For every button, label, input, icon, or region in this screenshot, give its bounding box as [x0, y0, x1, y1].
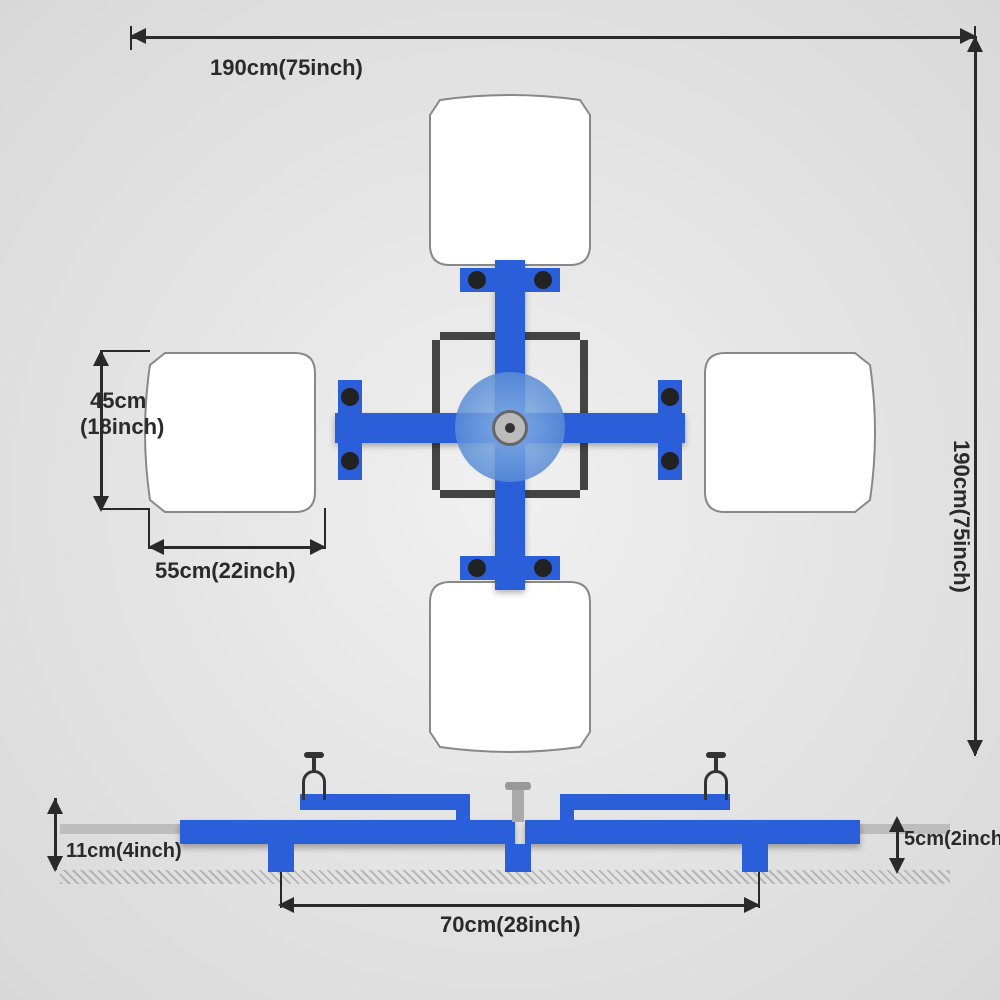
arrow-icon: [889, 858, 905, 874]
dimension-diagram: 190cm(75inch) 190cm(75inch) 45: [0, 0, 1000, 1000]
clamp-handle: [706, 752, 726, 758]
side-base-right: [525, 820, 860, 844]
platen-top: [420, 90, 600, 275]
arrow-icon: [967, 740, 983, 756]
dim-platen-width: 55cm(22inch): [155, 558, 296, 584]
arrow-icon: [130, 28, 146, 44]
knob-icon: [341, 452, 359, 470]
dim-overall-height: 190cm(75inch): [948, 440, 974, 593]
ground-hatch: [60, 870, 950, 884]
arrow-icon: [967, 36, 983, 52]
platen-right: [695, 345, 880, 520]
arrow-icon: [889, 816, 905, 832]
ext-line: [758, 872, 760, 908]
knob-icon: [661, 388, 679, 406]
clamp-handle: [304, 752, 324, 758]
ext-line: [280, 872, 282, 908]
leg: [742, 844, 768, 872]
center-post: [512, 788, 524, 822]
knob-icon: [661, 452, 679, 470]
leg: [268, 844, 294, 872]
ext-line: [130, 26, 132, 50]
clamp-right: [704, 770, 728, 800]
arrow-icon: [148, 539, 164, 555]
knob-icon: [468, 271, 486, 289]
side-base-left: [180, 820, 515, 844]
dim-line-top: [130, 36, 976, 39]
clamp-screw: [714, 756, 718, 772]
riser: [456, 808, 470, 822]
leg: [505, 844, 531, 872]
knob-icon: [534, 271, 552, 289]
knob-icon: [341, 388, 359, 406]
dim-side-11cm: 11cm(4inch): [66, 840, 182, 863]
center-cap: [505, 782, 531, 790]
dim-platen-height: 45cm: [90, 388, 146, 414]
dim-side-5cm: 5cm(2inch): [904, 828, 1000, 851]
arrow-icon: [47, 798, 63, 814]
dim-platen-height-sub: (18inch): [80, 414, 164, 440]
arrow-icon: [93, 350, 109, 366]
ext-line: [324, 508, 326, 548]
arrow-icon: [47, 856, 63, 872]
riser: [560, 808, 574, 822]
side-rail-left: [60, 824, 195, 834]
knob-icon: [534, 559, 552, 577]
platen-left: [140, 345, 325, 520]
ext-line: [148, 508, 150, 548]
hub-bolt: [505, 423, 515, 433]
dim-overall-width: 190cm(75inch): [210, 55, 363, 81]
clamp-left: [302, 770, 326, 800]
dim-line-platen-w: [148, 546, 326, 549]
dim-line-70cm: [280, 904, 758, 907]
platen-bottom: [420, 572, 600, 757]
clamp-screw: [312, 756, 316, 772]
ext-line: [100, 508, 150, 510]
dim-line-right: [974, 36, 977, 754]
ext-line: [100, 350, 150, 352]
knob-icon: [468, 559, 486, 577]
dim-base-width: 70cm(28inch): [440, 912, 581, 938]
